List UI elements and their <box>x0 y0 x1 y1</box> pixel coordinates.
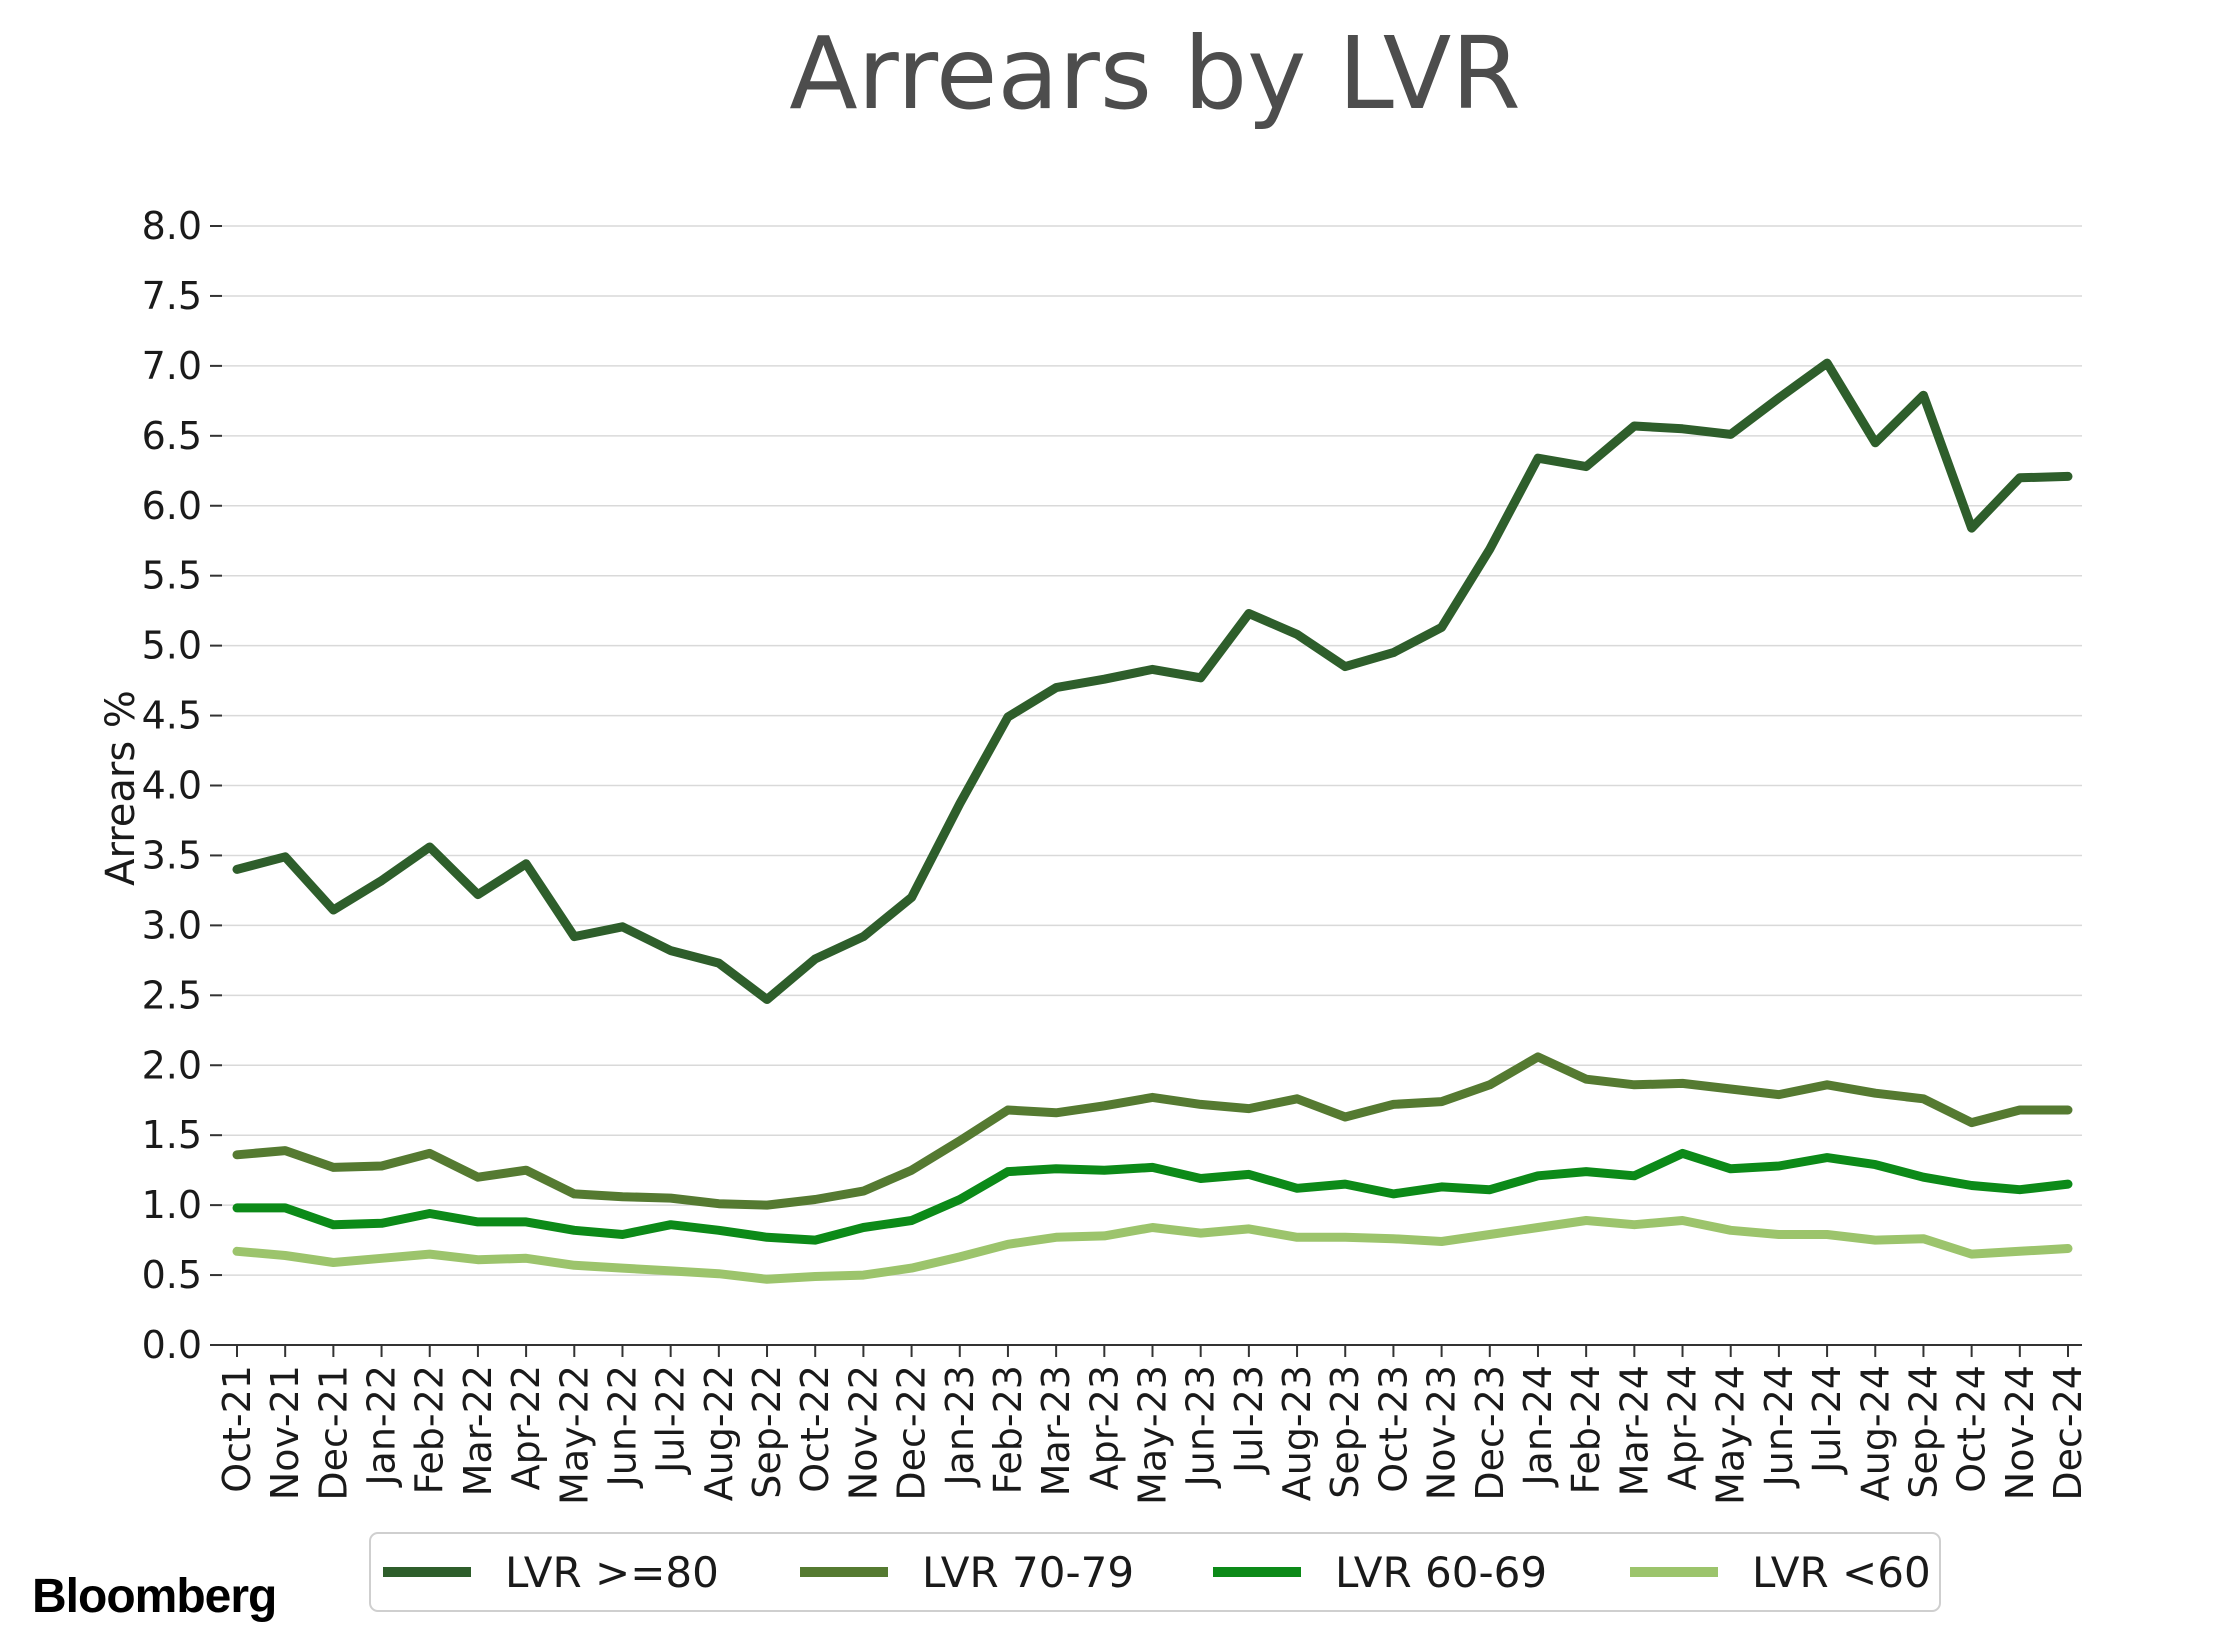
y-tick-label: 5.5 <box>142 554 202 598</box>
legend-box <box>369 1532 1941 1612</box>
x-tick-label: Apr-23 <box>1082 1365 1126 1490</box>
y-tick-label: 3.0 <box>142 903 202 947</box>
x-tick-label: Sep-24 <box>1901 1365 1945 1499</box>
x-tick-label: Jul-22 <box>649 1365 693 1475</box>
x-tick-label: Dec-24 <box>2046 1365 2090 1501</box>
x-tick-label: Oct-21 <box>215 1365 259 1493</box>
chart-title: Arrears by LVR <box>789 15 1521 132</box>
y-tick-label: 2.0 <box>142 1043 202 1087</box>
series-line <box>232 1148 2073 1245</box>
x-tick-label: Jul-23 <box>1227 1365 1271 1475</box>
x-tick-label: Dec-21 <box>311 1365 355 1501</box>
y-tick-label: 6.5 <box>142 414 202 458</box>
x-tick-label: Feb-22 <box>408 1365 452 1494</box>
x-tick-label: Sep-22 <box>745 1365 789 1499</box>
series-line <box>232 1216 2073 1284</box>
x-tick-label: Jul-24 <box>1805 1365 1849 1475</box>
x-tick-label: Jun-24 <box>1757 1365 1801 1488</box>
x-tick-label: Nov-22 <box>841 1365 885 1500</box>
x-tick-label: Feb-24 <box>1564 1365 1608 1494</box>
series-lines <box>232 358 2073 1284</box>
x-tick-label: Feb-23 <box>986 1365 1030 1494</box>
y-tick-label: 5.0 <box>142 624 202 668</box>
series-line <box>232 358 2073 1004</box>
y-tick-label: 0.0 <box>142 1323 202 1367</box>
y-tick-label: 1.5 <box>142 1113 202 1157</box>
legend: LVR >=80 LVR 70-79 LVR 60-69 LVR <60 <box>369 1532 1941 1612</box>
x-tick-label: Nov-23 <box>1420 1365 1464 1500</box>
legend-label: LVR >=80 <box>505 1548 719 1597</box>
y-tick-label: 8.0 <box>142 204 202 248</box>
x-tick-label: Oct-23 <box>1371 1365 1415 1493</box>
legend-label: LVR 60-69 <box>1335 1548 1547 1597</box>
x-tick-label: Dec-22 <box>890 1365 934 1501</box>
x-tick-label: Aug-24 <box>1853 1365 1897 1501</box>
x-tick-label: Dec-23 <box>1468 1365 1512 1501</box>
y-tick-label: 7.0 <box>142 344 202 388</box>
x-tick-label: Oct-24 <box>1950 1365 1994 1493</box>
x-tick-label: Jan-24 <box>1516 1365 1560 1488</box>
y-axis-label: Arrears % <box>98 690 144 886</box>
x-axis: Oct-21 Nov-21 Dec-21 Jan-22 Feb-22 Mar-22 Apr-… <box>215 1345 2090 1505</box>
x-tick-label: Mar-24 <box>1612 1365 1656 1496</box>
x-tick-label: Apr-24 <box>1661 1365 1705 1490</box>
y-axis: 0.0 0.5 1.0 1.5 2.0 2.5 3.0 3.5 4.0 4.5 5.0 5.5 6.0 6… <box>142 204 222 1367</box>
y-tick-label: 4.5 <box>142 694 202 738</box>
x-tick-label: Jan-23 <box>938 1365 982 1488</box>
x-tick-label: Jun-22 <box>600 1365 644 1488</box>
y-tick-label: 7.5 <box>142 274 202 318</box>
legend-label: LVR <60 <box>1752 1548 1931 1597</box>
x-tick-label: Nov-24 <box>1998 1365 2042 1500</box>
series-line <box>232 1052 2073 1210</box>
y-tick-label: 1.0 <box>142 1183 202 1227</box>
x-tick-label: Jan-22 <box>360 1365 404 1488</box>
y-tick-label: 2.5 <box>142 973 202 1017</box>
x-tick-label: Apr-22 <box>504 1365 548 1490</box>
x-tick-label: Oct-22 <box>793 1365 837 1493</box>
x-tick-label: Mar-23 <box>1034 1365 1078 1496</box>
x-tick-label: May-23 <box>1131 1365 1175 1505</box>
x-tick-label: Aug-23 <box>1275 1365 1319 1501</box>
x-tick-label: Jun-23 <box>1179 1365 1223 1488</box>
x-tick-label: Nov-21 <box>263 1365 307 1500</box>
y-tick-label: 6.0 <box>142 484 202 528</box>
y-tick-label: 0.5 <box>142 1253 202 1297</box>
y-tick-label: 3.5 <box>142 833 202 877</box>
x-tick-label: Sep-23 <box>1323 1365 1367 1499</box>
x-tick-label: Mar-22 <box>456 1365 500 1496</box>
y-tick-label: 4.0 <box>142 764 202 808</box>
x-tick-label: May-24 <box>1709 1365 1753 1505</box>
x-tick-label: May-22 <box>552 1365 596 1505</box>
source-logo: Bloomberg <box>32 1570 276 1623</box>
x-tick-label: Aug-22 <box>697 1365 741 1501</box>
legend-label: LVR 70-79 <box>922 1548 1134 1597</box>
